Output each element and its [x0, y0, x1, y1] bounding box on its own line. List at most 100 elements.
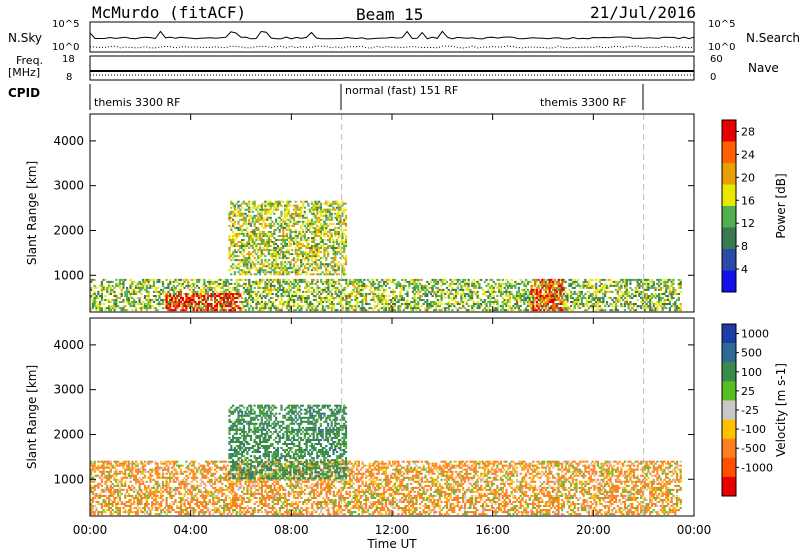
echo-cell [284, 265, 287, 268]
echo-cell [512, 297, 515, 299]
echo-cell [550, 293, 553, 295]
echo-cell [179, 297, 183, 299]
echo-cell [249, 273, 253, 276]
echo-cell [255, 263, 258, 266]
echo-cell [605, 284, 609, 287]
echo-cell [133, 280, 136, 283]
echo-cell [235, 267, 238, 270]
echo-cell [356, 280, 359, 283]
echo-cell [337, 208, 340, 211]
echo-cell [311, 290, 314, 293]
echo-cell [554, 278, 557, 281]
echo-cell [206, 299, 209, 301]
echo-cell [327, 247, 330, 249]
echo-cell [435, 290, 438, 293]
echo-cell [99, 307, 102, 310]
echo-cell [647, 286, 650, 289]
echo-cell [413, 293, 416, 295]
echo-cell [108, 293, 111, 295]
echo-cell [214, 301, 217, 303]
echo-cell [303, 210, 306, 213]
echo-cell [318, 297, 321, 299]
echo-cell [343, 293, 346, 295]
echo-cell [117, 284, 120, 287]
echo-cell [197, 303, 201, 305]
echo-cell [269, 253, 272, 256]
echo-cell [275, 267, 278, 270]
echo-cell [568, 288, 571, 291]
echo-cell [307, 243, 310, 245]
echo-cell [226, 278, 229, 281]
echo-cell [100, 286, 103, 289]
echo-cell [282, 237, 285, 239]
echo-cell [275, 253, 278, 256]
echo-cell [262, 243, 265, 245]
echo-cell [335, 253, 339, 256]
echo-cell [310, 200, 314, 203]
echo-cell [643, 301, 646, 303]
echo-cell [253, 290, 256, 293]
echo-cell [124, 295, 127, 297]
echo-cell [623, 301, 627, 303]
echo-cell [530, 309, 533, 312]
echo-cell [492, 309, 495, 312]
echo-cell [208, 280, 211, 283]
echo-cell [257, 204, 260, 207]
echo-cell [90, 503, 93, 505]
echo-cell [336, 280, 339, 283]
echo-cell [156, 286, 159, 289]
echo-cell [537, 297, 540, 299]
echo-cell [523, 290, 526, 293]
echo-cell [264, 204, 267, 207]
echo-cell [187, 299, 190, 301]
echo-cell [586, 309, 589, 312]
echo-cell [169, 282, 172, 285]
echo-cell [221, 297, 224, 299]
echo-cell [336, 288, 339, 291]
echo-cell [251, 301, 254, 303]
echo-cell [255, 259, 258, 262]
echo-cell [102, 499, 105, 501]
echo-cell [149, 299, 152, 301]
echo-cell [280, 299, 283, 301]
echo-cell [289, 235, 292, 237]
echo-cell [629, 295, 632, 297]
echo-cell [413, 288, 416, 291]
echo-cell [190, 297, 193, 299]
echo-cell [97, 464, 100, 467]
echo-cell [381, 293, 384, 295]
echo-cell [523, 295, 526, 297]
echo-cell [289, 220, 292, 223]
echo-cell [323, 214, 326, 217]
echo-cell [554, 307, 557, 310]
echo-cell [259, 295, 262, 297]
echo-cell [492, 303, 495, 305]
echo-cell [456, 301, 459, 303]
echo-cell [629, 286, 632, 289]
echo-cell [456, 286, 459, 289]
echo-cell [428, 286, 431, 289]
echo-cell [614, 284, 618, 287]
echo-cell [267, 249, 270, 252]
echo-cell [284, 222, 287, 225]
echo-cell [467, 278, 470, 281]
echo-cell [323, 232, 326, 235]
echo-cell [199, 290, 202, 293]
echo-cell [332, 241, 335, 243]
echo-cell [126, 460, 129, 463]
echo-cell [266, 243, 269, 245]
echo-cell [95, 509, 98, 512]
echo-cell [325, 212, 328, 215]
echo-cell [118, 513, 121, 516]
echo-cell [145, 303, 148, 305]
echo-cell [277, 297, 280, 299]
echo-cell [201, 290, 204, 293]
echo-cell [546, 299, 549, 301]
echo-cell [248, 261, 251, 264]
power-colorbar-label: Power [dB] [774, 173, 788, 238]
echo-cell [93, 505, 96, 507]
echo-cell [321, 282, 325, 285]
echo-cell [257, 218, 260, 221]
echo-cell [239, 214, 242, 217]
echo-cell [190, 286, 193, 289]
